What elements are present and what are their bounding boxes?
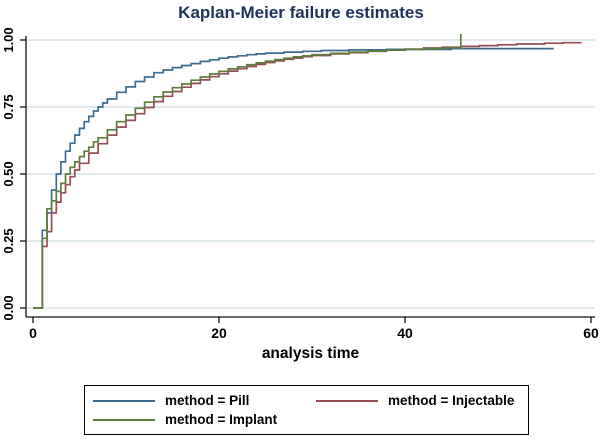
x-tick-label: 60	[583, 325, 599, 341]
y-tick-label: 0.50	[1, 161, 16, 186]
km-curve-injectable	[33, 41, 582, 309]
y-tick-label: 0.00	[1, 295, 16, 320]
legend-line-sample	[93, 399, 155, 402]
km-curve-pill	[33, 47, 554, 309]
y-tick-label: 0.75	[1, 94, 16, 119]
legend-label: method = Pill	[165, 393, 250, 408]
x-tick-label: 0	[29, 325, 37, 341]
x-axis-label: analysis time	[262, 345, 360, 362]
km-curve-implant	[33, 46, 462, 309]
legend-line-sample	[93, 418, 155, 421]
x-tick-label: 20	[211, 325, 227, 341]
y-tick-label: 1.00	[1, 27, 16, 52]
chart-title: Kaplan-Meier failure estimates	[178, 3, 424, 22]
legend-label: method = Injectable	[388, 393, 515, 408]
y-tick-label: 0.25	[1, 228, 16, 253]
legend-item: method = Injectable	[316, 393, 528, 408]
legend-label: method = Implant	[165, 412, 278, 427]
legend-box: method = Pill method = Injectable method =…	[84, 385, 529, 435]
x-tick-label: 40	[397, 325, 413, 341]
legend-line-sample	[316, 399, 378, 402]
legend-item: method = Implant	[93, 412, 316, 427]
km-plot: 0.00 0.25 0.50 0.75 1.00 0 20 40 60 analysis time	[1, 27, 599, 362]
legend-item: method = Pill	[93, 393, 316, 408]
